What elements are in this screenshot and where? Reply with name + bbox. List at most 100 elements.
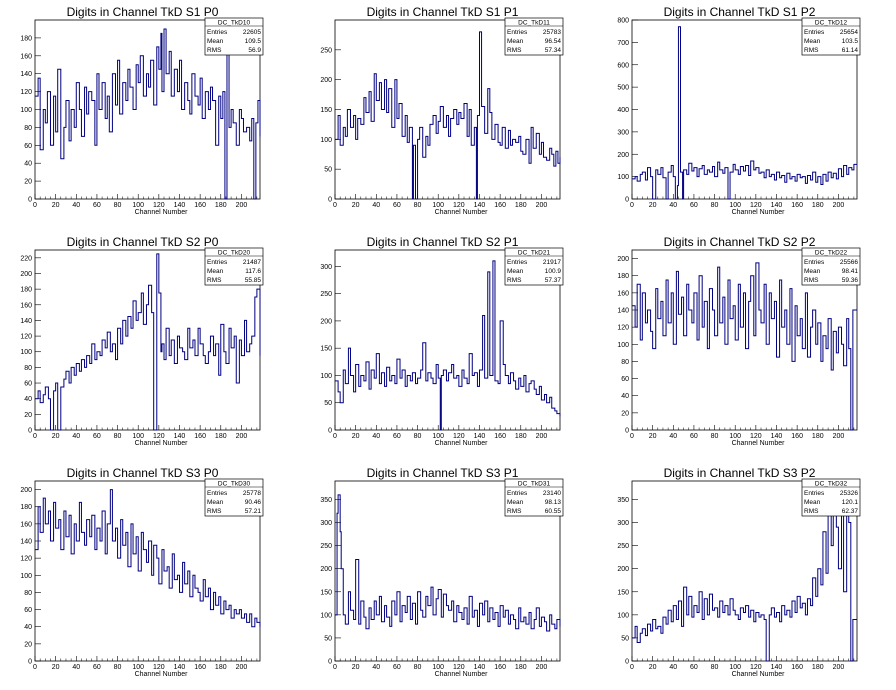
stats-mean-label: Mean — [804, 268, 821, 275]
x-tick-label: 20 — [649, 664, 657, 671]
x-tick-label: 80 — [114, 202, 122, 209]
x-tick-label: 140 — [474, 202, 486, 209]
stats-entries-label: Entries — [507, 29, 528, 36]
x-tick-label: 80 — [414, 664, 422, 671]
x-tick-label: 160 — [494, 433, 506, 440]
stats-rms-label: RMS — [804, 277, 819, 284]
x-tick-label: 140 — [474, 433, 486, 440]
stats-rms-label: RMS — [804, 508, 819, 515]
x-tick-label: 160 — [194, 664, 206, 671]
y-tick-label: 100 — [617, 174, 629, 181]
y-tick-label: 50 — [324, 635, 332, 642]
x-tick-label: 0 — [33, 202, 37, 209]
stats-mean-value: 120.1 — [842, 499, 859, 506]
y-tick-label: 60 — [24, 381, 32, 388]
x-tick-label: 200 — [536, 202, 548, 209]
y-tick-label: 300 — [617, 129, 629, 136]
y-tick-label: 250 — [617, 543, 629, 550]
x-tick-label: 120 — [750, 202, 762, 209]
stats-rms-label: RMS — [507, 508, 522, 515]
y-tick-label: 180 — [617, 273, 629, 280]
x-tick-label: 180 — [812, 433, 824, 440]
x-tick-label: 60 — [690, 664, 698, 671]
x-tick-label: 20 — [52, 202, 60, 209]
y-tick-label: 0 — [328, 428, 332, 435]
plot-frame — [631, 480, 858, 662]
chart-title: Digits in Channel TkD S3 P2 — [664, 466, 816, 480]
x-tick-label: 140 — [474, 664, 486, 671]
y-tick-label: 700 — [617, 40, 629, 47]
chart-title: Digits in Channel TkD S3 P1 — [367, 466, 519, 480]
x-tick-label: 20 — [52, 433, 60, 440]
chart-title: Digits in Channel TkD S1 P1 — [367, 5, 519, 19]
stats-mean-label: Mean — [804, 499, 821, 506]
x-tick-label: 0 — [630, 202, 634, 209]
x-tick-label: 120 — [453, 202, 465, 209]
stats-rms-value: 55.85 — [245, 277, 262, 284]
y-tick-label: 250 — [320, 291, 332, 298]
x-axis-title: Channel Number — [435, 671, 489, 678]
stats-box-frame — [504, 247, 564, 286]
y-tick-label: 140 — [617, 308, 629, 315]
x-tick-label: 180 — [515, 433, 527, 440]
y-tick-label: 40 — [24, 624, 32, 631]
x-tick-label: 100 — [729, 202, 741, 209]
chart-pad-3: Digits in Channel TkD S2 P0 0 20 40 60 80 100 1… — [20, 235, 264, 447]
stats-mean-label: Mean — [207, 38, 224, 45]
y-tick-label: 400 — [617, 107, 629, 114]
x-tick-label: 100 — [729, 664, 741, 671]
stats-entries-value: 25566 — [840, 259, 858, 266]
stats-entries-value: 23140 — [543, 490, 561, 497]
histogram-line — [35, 28, 261, 200]
y-tick-label: 0 — [28, 197, 32, 204]
x-tick-label: 80 — [711, 202, 719, 209]
chart-pad-5: Digits in Channel TkD S2 P2 0 20 40 60 80 100 1… — [617, 235, 861, 447]
y-tick-label: 200 — [20, 271, 32, 278]
y-tick-label: 80 — [24, 590, 32, 597]
x-tick-label: 120 — [750, 664, 762, 671]
x-tick-label: 40 — [72, 664, 80, 671]
x-tick-label: 140 — [771, 202, 783, 209]
x-tick-label: 160 — [494, 202, 506, 209]
stats-mean-label: Mean — [207, 499, 224, 506]
y-tick-label: 180 — [20, 504, 32, 511]
y-tick-label: 150 — [617, 589, 629, 596]
stats-mean-value: 98.41 — [842, 268, 859, 275]
x-tick-label: 40 — [372, 664, 380, 671]
x-tick-label: 200 — [833, 433, 845, 440]
x-tick-label: 120 — [453, 664, 465, 671]
chart-title: Digits in Channel TkD S2 P2 — [664, 235, 816, 249]
chart-title: Digits in Channel TkD S1 P0 — [67, 5, 219, 19]
x-tick-label: 20 — [649, 433, 657, 440]
x-tick-label: 140 — [174, 202, 186, 209]
stats-entries-label: Entries — [804, 490, 825, 497]
y-tick-label: 150 — [320, 107, 332, 114]
stats-name: DC_TkD31 — [518, 481, 551, 488]
stats-entries-label: Entries — [207, 259, 228, 266]
y-tick-label: 120 — [20, 556, 32, 563]
y-tick-label: 160 — [20, 53, 32, 60]
y-tick-label: 200 — [320, 566, 332, 573]
stats-rms-label: RMS — [507, 47, 522, 54]
histogram-line — [35, 489, 261, 628]
y-tick-label: 20 — [24, 179, 32, 186]
stats-rms-label: RMS — [507, 277, 522, 284]
y-tick-label: 20 — [621, 410, 629, 417]
x-tick-label: 120 — [153, 433, 165, 440]
stats-name: DC_TkD10 — [218, 20, 251, 27]
stats-rms-value: 56.9 — [248, 47, 261, 54]
y-tick-label: 250 — [320, 543, 332, 550]
stats-rms-value: 62.37 — [842, 508, 859, 515]
stats-entries-value: 25326 — [840, 490, 858, 497]
stats-box-frame — [801, 247, 861, 286]
y-tick-label: 350 — [617, 497, 629, 504]
y-tick-label: 800 — [617, 18, 629, 25]
y-tick-label: 120 — [617, 325, 629, 332]
stats-entries-value: 21917 — [543, 259, 561, 266]
x-tick-label: 0 — [333, 202, 337, 209]
stats-mean-label: Mean — [507, 38, 524, 45]
stats-box-frame — [504, 17, 564, 56]
y-tick-label: 200 — [617, 256, 629, 263]
histogram-line — [35, 253, 261, 431]
